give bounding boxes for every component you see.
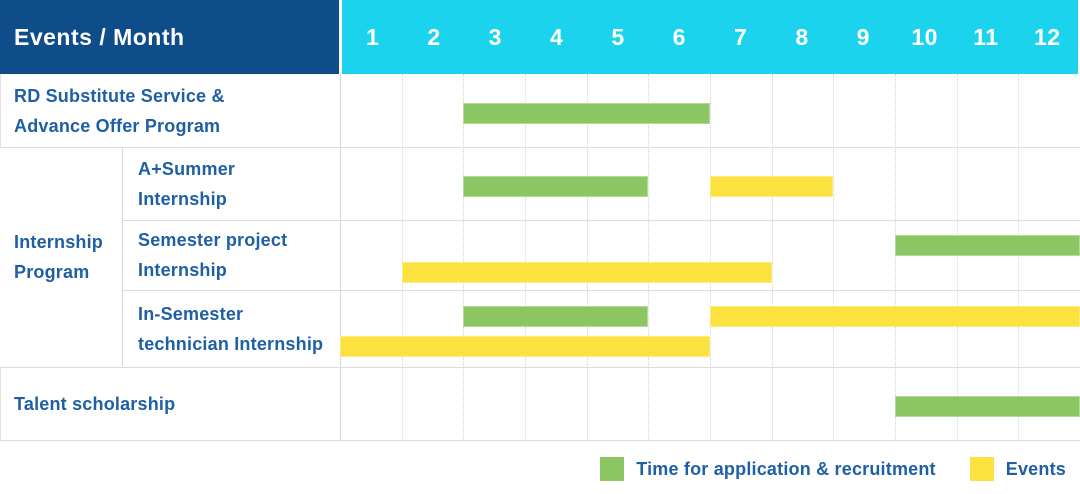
month-divider [587,74,588,440]
row-label-line: Talent scholarship [14,393,176,414]
legend-item-recruitment: Time for application & recruitment [600,457,936,481]
month-label-7: 7 [733,23,748,50]
grid-hline [0,367,1080,368]
gantt-bar-events [710,306,1080,327]
group-label-line: Internship [14,232,104,252]
legend-label-events: Events [1005,458,1066,479]
month-divider [710,74,711,440]
month-divider [648,74,649,440]
row-label-line: A+Summer [138,158,236,179]
gantt-bar-recruitment [463,103,710,124]
row-label: Talent scholarship [0,367,340,440]
row-label-line: RD Substitute Service & [14,85,225,106]
gantt-bar-events [340,336,710,357]
month-label-11: 11 [973,23,999,50]
month-divider [402,74,403,440]
gantt-bar-recruitment [463,176,648,197]
month-label-2: 2 [427,23,441,50]
row-label: A+Summer Internship [124,147,340,220]
grid-hline [0,220,1080,221]
legend-label-recruitment: Time for application & recruitment [636,458,936,479]
month-divider [895,74,896,440]
grid-hline [0,147,1080,148]
month-label-10: 10 [911,23,938,50]
header-months-row: 1 2 3 4 5 6 7 8 9 10 11 12 [342,0,1078,74]
group-label-line: Program [14,262,90,282]
month-divider [957,74,958,440]
header-title: Events / Month [14,23,185,50]
month-label-9: 9 [856,23,870,50]
gantt-bar-recruitment [895,235,1080,256]
month-label-1: 1 [366,23,380,50]
row-label-line: technician Internship [138,333,324,354]
group-cell-internship-program: Internship Program [0,148,123,366]
month-label-12: 12 [1033,23,1061,50]
gantt-bar-events [402,262,772,283]
row-label-line: Internship [138,260,228,280]
legend: Time for application & recruitment Events [600,457,1066,481]
grid-hline [0,440,1080,441]
month-label-8: 8 [795,23,809,50]
row-label-line: In-Semester [138,303,244,324]
gantt-bar-recruitment [463,306,648,327]
month-label-5: 5 [611,23,625,50]
gantt-bar-recruitment [895,396,1080,417]
legend-swatch-recruitment [600,457,625,481]
month-divider [1018,74,1019,440]
month-label-4: 4 [550,23,564,50]
gantt-bar-events [710,176,833,197]
row-label: In-Semester technician Internship [124,290,340,367]
header-events-month-cell: Events / Month [0,0,339,74]
grid-hline [0,290,1080,291]
month-label-6: 6 [672,23,686,50]
month-divider [833,74,834,440]
row-label-line: Internship [138,188,228,209]
month-divider [772,74,773,440]
row-label-line: Semester project [138,230,288,250]
month-divider [463,74,464,440]
label-month-divider [340,74,341,440]
legend-swatch-events [969,457,994,481]
row-label: Semester project Internship [124,220,340,290]
row-label-line: Advance Offer Program [14,115,221,136]
month-label-3: 3 [488,23,502,50]
month-divider [525,74,526,440]
row-label: RD Substitute Service & Advance Offer Pro… [0,74,340,147]
legend-item-events: Events [969,457,1066,481]
